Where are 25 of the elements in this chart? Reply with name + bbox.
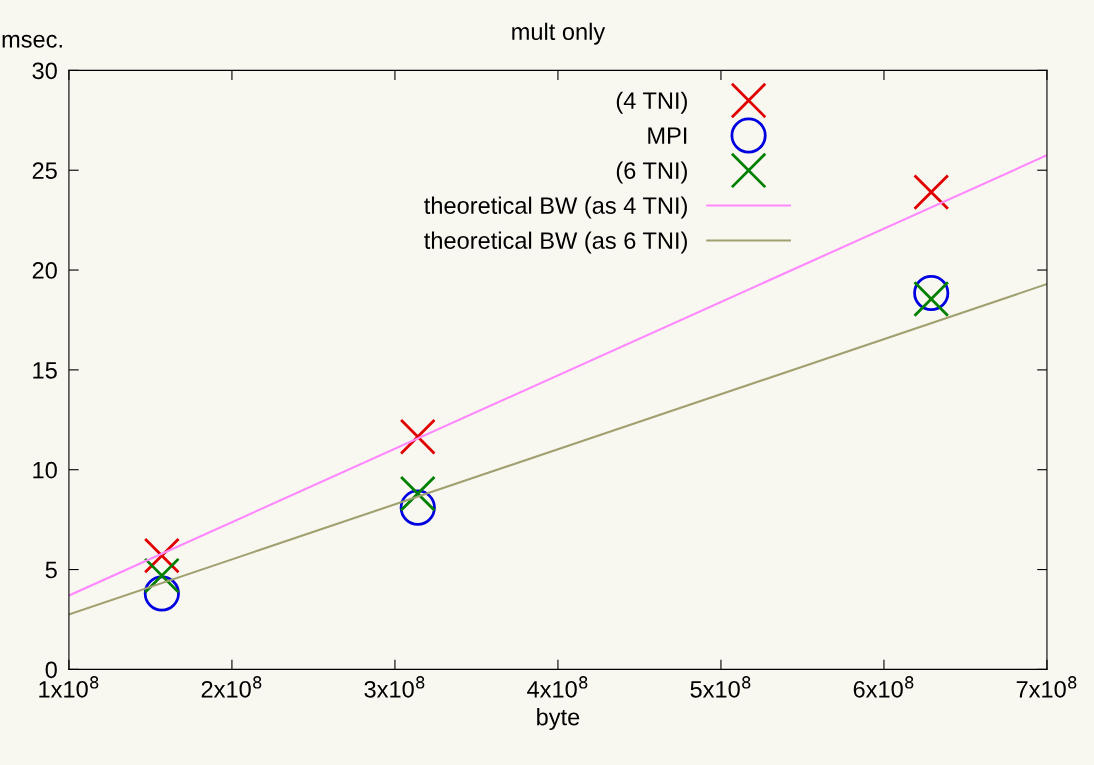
legend-label: MPI <box>648 127 687 144</box>
y-tick-label: 20 <box>32 262 57 279</box>
legend-label: theoretical BW (as 6 TNI) <box>424 231 687 254</box>
legend-label: (6 TNI) <box>616 161 687 184</box>
x-tick-label: 3x10$^{8}$ <box>364 676 425 698</box>
chart-title: mult only <box>512 22 606 45</box>
y-tick-label: 25 <box>32 162 57 179</box>
y-tick-label: 10 <box>33 461 57 479</box>
y-tick-label: 15 <box>33 362 57 379</box>
x-axis-title: byte <box>537 708 580 731</box>
x-tick-label: 5x10$^{8}$ <box>690 676 751 698</box>
y-axis-title: msec. <box>2 34 62 48</box>
y-tick-label: 0 <box>45 661 57 679</box>
point <box>399 418 436 455</box>
x-tick-label: 4x10$^{8}$ <box>527 676 588 698</box>
y-tick-label: 5 <box>45 561 57 579</box>
legend-label: (4 TNI) <box>616 91 687 114</box>
point <box>399 475 436 512</box>
y-tick-label: 30 <box>32 62 57 80</box>
x-tick-label: 7x10$^{8}$ <box>1016 676 1077 698</box>
point <box>913 174 950 211</box>
point <box>913 280 950 318</box>
legend-label: theoretical BW (as 4 TNI) <box>424 196 687 219</box>
x-tick-label: 2x10$^{8}$ <box>201 676 262 698</box>
x-tick-label: 6x10$^{8}$ <box>853 676 914 698</box>
